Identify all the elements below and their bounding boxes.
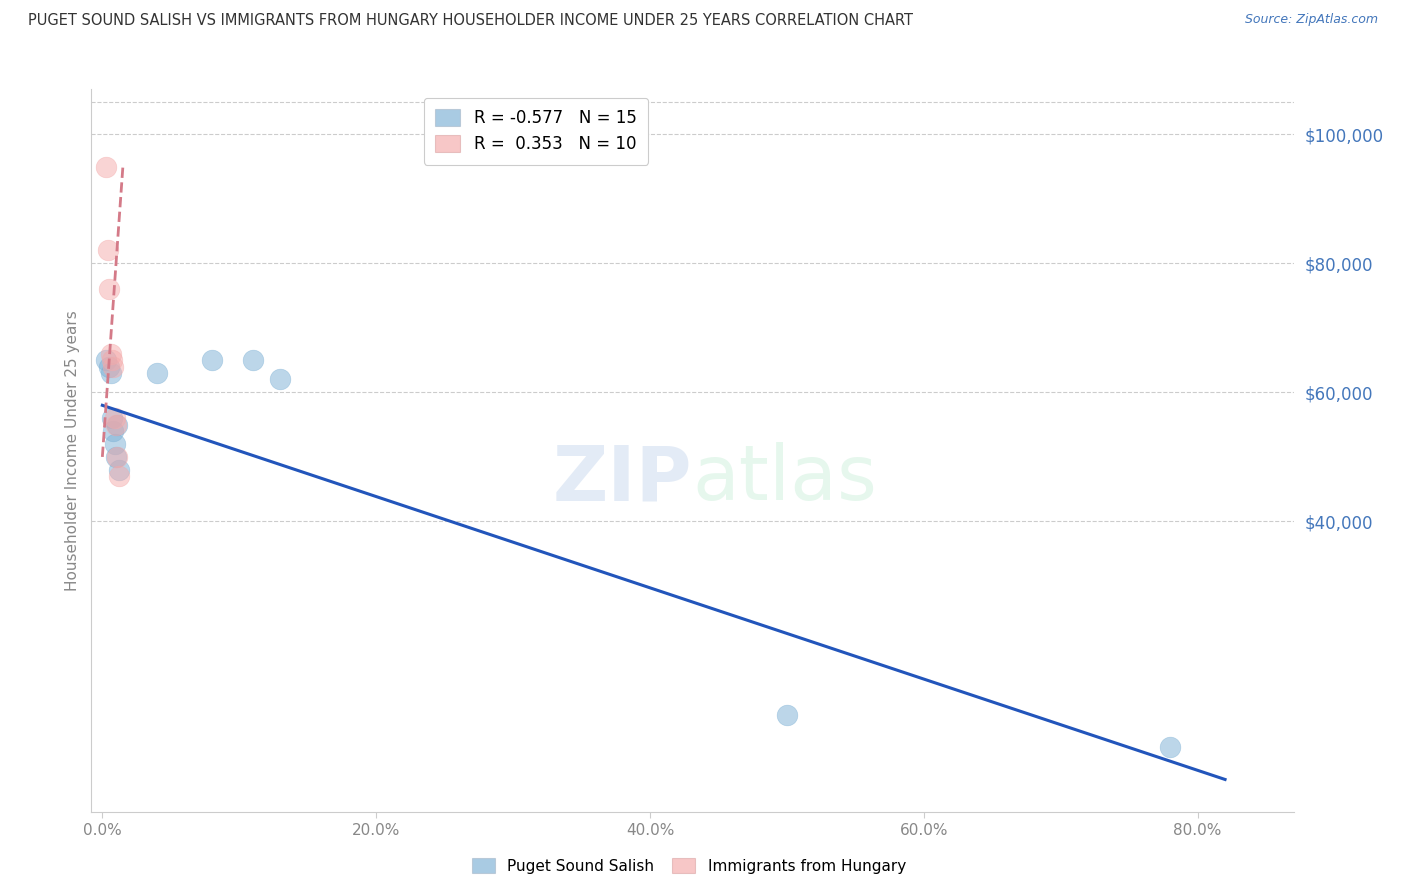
Point bbox=[104, 437, 127, 451]
Point bbox=[104, 411, 127, 425]
Point bbox=[103, 359, 125, 374]
Point bbox=[105, 417, 128, 432]
Point bbox=[101, 353, 124, 368]
Point bbox=[107, 450, 129, 464]
Point bbox=[103, 424, 125, 438]
Point bbox=[1159, 740, 1181, 755]
Point bbox=[96, 160, 118, 174]
Legend: Puget Sound Salish, Immigrants from Hungary: Puget Sound Salish, Immigrants from Hung… bbox=[465, 852, 912, 880]
Point bbox=[107, 469, 129, 483]
Legend: R = -0.577   N = 15, R =  0.353   N = 10: R = -0.577 N = 15, R = 0.353 N = 10 bbox=[423, 97, 648, 165]
Point bbox=[269, 372, 291, 386]
Point bbox=[201, 353, 224, 368]
Point bbox=[98, 282, 121, 296]
Point bbox=[100, 366, 122, 380]
Point bbox=[107, 463, 129, 477]
Y-axis label: Householder Income Under 25 years: Householder Income Under 25 years bbox=[65, 310, 80, 591]
Point bbox=[776, 708, 799, 723]
Point bbox=[107, 417, 129, 432]
Text: PUGET SOUND SALISH VS IMMIGRANTS FROM HUNGARY HOUSEHOLDER INCOME UNDER 25 YEARS : PUGET SOUND SALISH VS IMMIGRANTS FROM HU… bbox=[28, 13, 912, 29]
Point bbox=[100, 347, 122, 361]
Text: ZIP: ZIP bbox=[553, 442, 692, 516]
Text: Source: ZipAtlas.com: Source: ZipAtlas.com bbox=[1244, 13, 1378, 27]
Point bbox=[97, 244, 120, 258]
Point bbox=[146, 366, 169, 380]
Point bbox=[242, 353, 264, 368]
Point bbox=[101, 411, 124, 425]
Point bbox=[98, 359, 121, 374]
Point bbox=[105, 450, 128, 464]
Point bbox=[96, 353, 118, 368]
Text: atlas: atlas bbox=[692, 442, 877, 516]
